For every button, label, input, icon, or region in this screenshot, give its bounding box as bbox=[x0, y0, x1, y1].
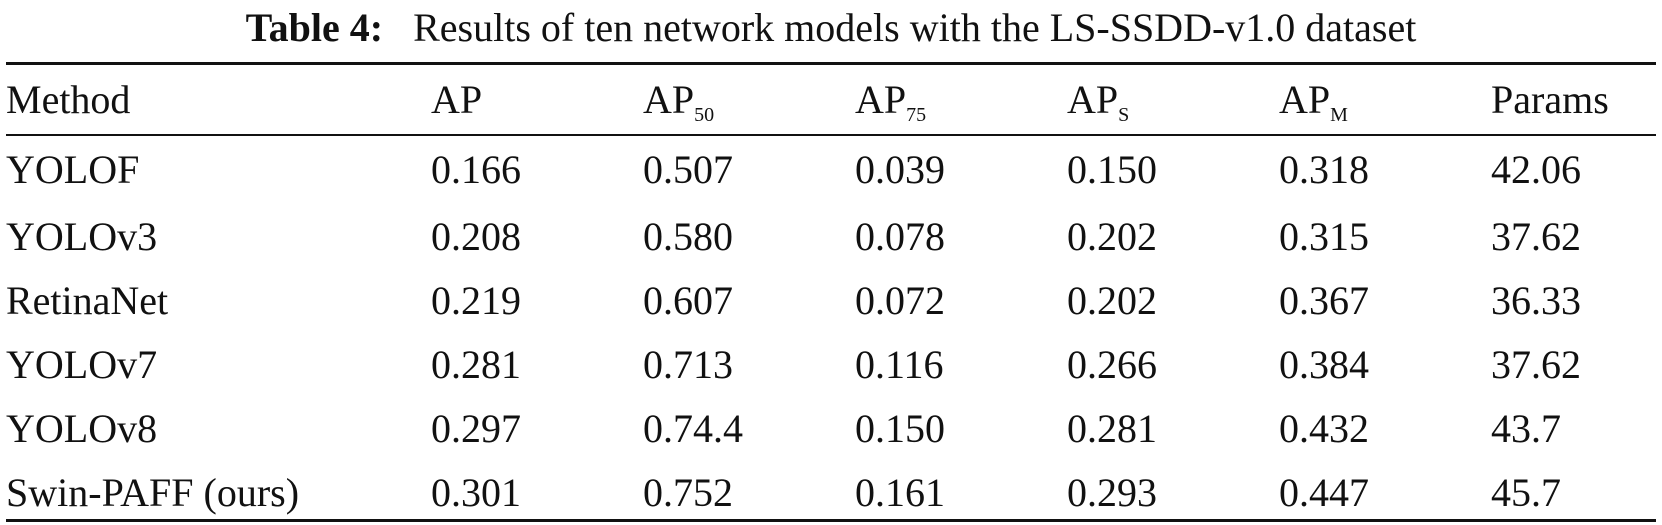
column-header-ap: AP bbox=[431, 77, 483, 122]
aps-cell: 0.266 bbox=[1067, 341, 1157, 387]
params-cell: 36.33 bbox=[1491, 277, 1581, 323]
column-header-ap75: AP75 bbox=[855, 77, 927, 126]
column-header-ap50: AP50 bbox=[643, 77, 715, 126]
results-table: Method AP AP50 AP75 APS APM Params YOLOF… bbox=[6, 65, 1656, 524]
method-cell: YOLOv3 bbox=[6, 213, 158, 259]
ap75-cell: 0.161 bbox=[855, 469, 945, 515]
ap-cell: 0.166 bbox=[431, 146, 521, 192]
params-cell: 45.7 bbox=[1491, 469, 1561, 515]
aps-cell: 0.281 bbox=[1067, 405, 1157, 451]
ap75-cell: 0.078 bbox=[855, 213, 945, 259]
column-header-params: Params bbox=[1491, 77, 1609, 122]
apm-cell: 0.384 bbox=[1279, 341, 1369, 387]
method-cell: YOLOv8 bbox=[6, 405, 158, 451]
table-row: RetinaNet 0.219 0.607 0.072 0.202 0.367 … bbox=[6, 268, 1656, 332]
table-row: YOLOv7 0.281 0.713 0.116 0.266 0.384 37.… bbox=[6, 332, 1656, 396]
ap50-cell: 0.607 bbox=[643, 277, 733, 323]
ap-cell: 0.297 bbox=[431, 405, 521, 451]
params-cell: 37.62 bbox=[1491, 341, 1581, 387]
table-row: YOLOF 0.166 0.507 0.039 0.150 0.318 42.0… bbox=[6, 134, 1656, 204]
ap-cell: 0.219 bbox=[431, 277, 521, 323]
ap75-cell: 0.072 bbox=[855, 277, 945, 323]
caption-text: Results of ten network models with the L… bbox=[413, 5, 1417, 50]
ap50-cell: 0.507 bbox=[643, 146, 733, 192]
caption-label: Table 4: bbox=[245, 5, 384, 50]
apm-cell: 0.367 bbox=[1279, 277, 1369, 323]
method-cell: YOLOv7 bbox=[6, 341, 158, 387]
ap50-cell: 0.713 bbox=[643, 341, 733, 387]
params-cell: 37.62 bbox=[1491, 213, 1581, 259]
table-caption: Table 4: Results of ten network models w… bbox=[0, 0, 1662, 56]
apm-cell: 0.447 bbox=[1279, 469, 1369, 515]
method-cell: YOLOF bbox=[6, 146, 140, 192]
params-cell: 42.06 bbox=[1491, 146, 1581, 192]
apm-cell: 0.432 bbox=[1279, 405, 1369, 451]
ap-cell: 0.208 bbox=[431, 213, 521, 259]
bottom-rule bbox=[6, 519, 1656, 522]
column-header-apm: APM bbox=[1279, 77, 1348, 126]
aps-cell: 0.150 bbox=[1067, 146, 1157, 192]
table-row: YOLOv8 0.297 0.74.4 0.150 0.281 0.432 43… bbox=[6, 396, 1656, 460]
ap-cell: 0.281 bbox=[431, 341, 521, 387]
params-cell: 43.7 bbox=[1491, 405, 1561, 451]
table-row: Swin-PAFF (ours) 0.301 0.752 0.161 0.293… bbox=[6, 460, 1656, 524]
ap75-cell: 0.150 bbox=[855, 405, 945, 451]
ap75-cell: 0.116 bbox=[855, 341, 944, 387]
apm-cell: 0.318 bbox=[1279, 146, 1369, 192]
ap50-cell: 0.752 bbox=[643, 469, 733, 515]
table-row: YOLOv3 0.208 0.580 0.078 0.202 0.315 37.… bbox=[6, 204, 1656, 268]
ap75-cell: 0.039 bbox=[855, 146, 945, 192]
ap50-cell: 0.74.4 bbox=[643, 405, 743, 451]
top-rule bbox=[6, 62, 1656, 65]
method-cell: Swin-PAFF (ours) bbox=[6, 469, 300, 515]
column-header-aps: APS bbox=[1067, 77, 1130, 126]
apm-cell: 0.315 bbox=[1279, 213, 1369, 259]
ap-cell: 0.301 bbox=[431, 469, 521, 515]
column-header-method: Method bbox=[6, 77, 131, 122]
aps-cell: 0.202 bbox=[1067, 213, 1157, 259]
method-cell: RetinaNet bbox=[6, 277, 169, 323]
aps-cell: 0.202 bbox=[1067, 277, 1157, 323]
header-row: Method AP AP50 AP75 APS APM Params bbox=[6, 65, 1656, 134]
aps-cell: 0.293 bbox=[1067, 469, 1157, 515]
ap50-cell: 0.580 bbox=[643, 213, 733, 259]
header-rule bbox=[6, 134, 1656, 136]
